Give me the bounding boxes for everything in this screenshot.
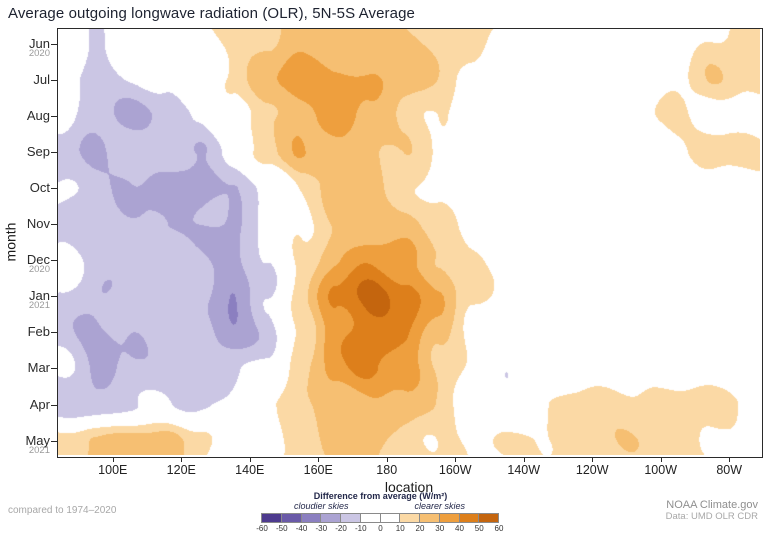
legend-tick-value: -40 (295, 524, 308, 533)
y-tick-mark (51, 43, 57, 45)
legend-tick-value: 50 (474, 524, 484, 533)
legend-tick-value: -10 (354, 524, 367, 533)
legend-swatch (261, 513, 282, 523)
y-tick-year: 2021 (28, 444, 50, 456)
plot-area (57, 28, 763, 458)
x-tick-mark (455, 457, 457, 462)
y-tick-mark (51, 224, 57, 225)
olr-anomaly-heatmap-canvas (58, 29, 760, 455)
y-tick-mark (51, 368, 57, 370)
legend-swatch (280, 513, 302, 523)
x-tick-mark (249, 457, 251, 462)
y-tick-label: Aug (26, 107, 50, 123)
y-tick-mark (51, 115, 57, 117)
legend-title: Difference from average (W/m²) (313, 491, 448, 501)
legend-swatch (300, 513, 322, 523)
x-tick-label: 160E (303, 463, 333, 477)
legend-tick-value: 0 (378, 524, 383, 533)
comparison-note: compared to 1974–2020 (8, 505, 117, 516)
legend-tick-value: -50 (275, 524, 288, 533)
legend-tick-value: 20 (415, 524, 425, 533)
x-tick-label: 160W (438, 463, 472, 477)
y-tick-mark (51, 260, 57, 262)
legend-tick-value: 10 (395, 524, 405, 533)
color-legend: Difference from average (W/m²) cloudier … (256, 491, 503, 534)
y-tick-year: 2020 (28, 264, 50, 276)
data-source-label: Data: UMD OLR CDR (665, 511, 758, 522)
legend-tick-value: -20 (335, 524, 347, 533)
y-tick-label: Feb (27, 324, 50, 340)
legend-colorbar (261, 513, 499, 523)
y-tick-year: 2020 (28, 47, 50, 59)
legend-cloudier-label: cloudier skies (293, 501, 349, 511)
legend-tick-values: -60 -50 -40 -30 -20 -10 0 10 20 30 40 50 60 (256, 523, 503, 534)
y-tick-mark (51, 440, 57, 442)
legend-swatch (340, 513, 361, 523)
x-tick-label: 100W (644, 463, 678, 477)
y-tick-mark (51, 332, 57, 334)
y-tick-mark (51, 187, 57, 189)
x-tick-label: 120E (166, 463, 196, 477)
legend-tick-value: -60 (256, 524, 268, 533)
legend-tick-value: 40 (455, 524, 464, 533)
legend-sublabels: cloudier skies clearer skies (262, 501, 499, 513)
y-tick-label: Nov (26, 216, 50, 231)
y-tick-label: Oct (29, 179, 50, 195)
legend-swatch (359, 513, 381, 523)
attribution: NOAA Climate.gov Data: UMD OLR CDR (666, 499, 758, 522)
chart-title: Average outgoing longwave radiation (OLR… (8, 5, 415, 22)
legend-tick-value: -30 (315, 524, 328, 533)
y-tick-year: 2021 (28, 300, 50, 312)
x-tick-mark (386, 457, 388, 462)
y-tick-mark (51, 79, 57, 81)
x-tick-mark (318, 457, 320, 462)
x-tick-mark (592, 457, 594, 462)
y-tick-label: Jul (33, 71, 50, 87)
y-tick-label: Dec (26, 252, 50, 268)
x-tick-mark (729, 457, 731, 462)
legend-swatch (320, 513, 341, 523)
y-tick-label: Sep (26, 143, 50, 159)
x-tick-label: 100E (98, 463, 128, 477)
y-tick-label: May (25, 432, 50, 448)
legend-swatch (438, 513, 460, 523)
y-tick-label: Jun (29, 35, 50, 51)
x-axis-title: location (384, 479, 434, 495)
x-tick-mark (112, 457, 114, 462)
x-tick-mark (523, 457, 525, 462)
y-tick-label: Jan (29, 288, 50, 304)
legend-swatch (399, 513, 420, 523)
legend-swatch (419, 513, 440, 523)
legend-swatch (478, 513, 499, 523)
y-tick-mark (51, 404, 57, 406)
legend-swatch (379, 513, 401, 523)
legend-clearer-label: clearer skies (414, 501, 466, 511)
y-tick-mark (51, 296, 57, 298)
x-tick-label: 80W (716, 463, 743, 477)
credit-label: NOAA Climate.gov (666, 499, 758, 511)
legend-tick-value: 30 (435, 524, 445, 533)
legend-tick-value: 60 (494, 524, 504, 533)
x-tick-label: 140E (235, 463, 265, 477)
x-tick-label: 120W (575, 463, 609, 477)
x-tick-label: 140W (507, 463, 541, 477)
y-tick-mark (51, 151, 57, 153)
y-tick-label: Mar (27, 360, 50, 376)
legend-swatch (458, 513, 480, 523)
x-tick-label: 180 (376, 463, 398, 477)
y-tick-label: Apr (29, 396, 50, 412)
x-tick-mark (660, 457, 662, 462)
x-tick-mark (181, 457, 183, 462)
